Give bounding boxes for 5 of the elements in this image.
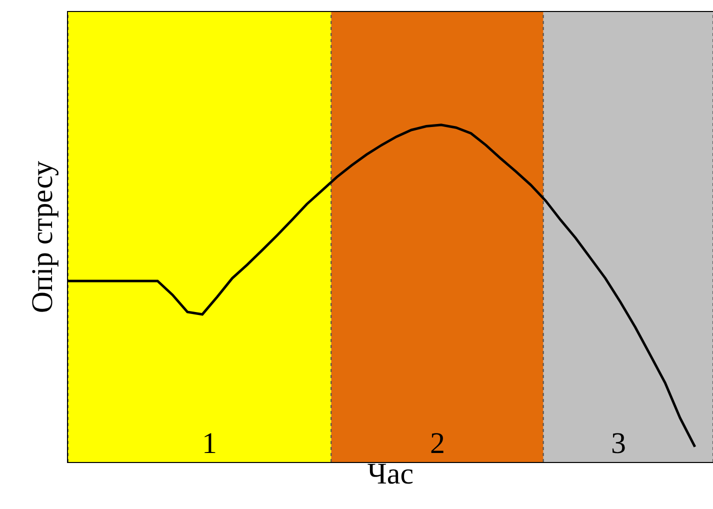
annotation: 2 — [430, 427, 445, 460]
annotation: 3 — [611, 427, 626, 460]
y-axis-title: Опір стресу — [26, 160, 59, 314]
annotation: 1 — [202, 427, 217, 460]
x-axis-title: Час — [367, 458, 414, 490]
